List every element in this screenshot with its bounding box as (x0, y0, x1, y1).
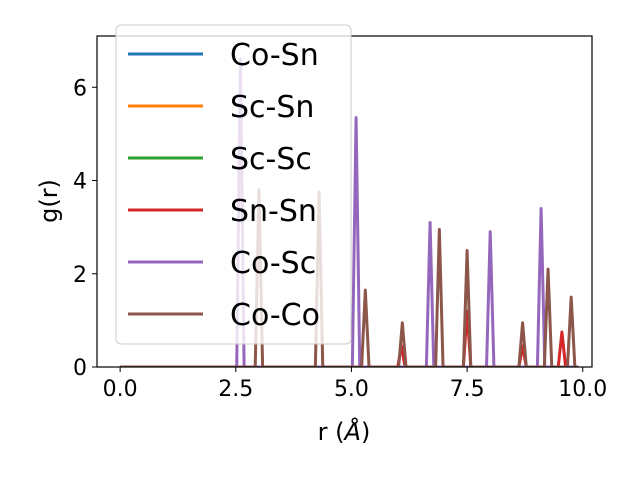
series-line-sn-sn (120, 309, 579, 367)
y-tick-label: 6 (73, 76, 87, 101)
y-tick-label: 4 (73, 170, 87, 195)
x-tick-label: 2.5 (218, 377, 253, 402)
legend: Co-Sn Sc-Sn Sc-Sc Sn-Sn Co-Sc Co-Co (115, 24, 352, 345)
legend-label-sc-sc: Sc-Sc (230, 142, 312, 177)
x-tick-label: 0.0 (103, 377, 138, 402)
legend-label-co-co: Co-Co (230, 298, 320, 333)
y-axis: 0 2 4 6 (73, 76, 97, 381)
x-tick-label: 10.0 (558, 377, 607, 402)
x-axis-label: r (Å) (318, 417, 371, 446)
legend-label-sc-sn: Sc-Sn (230, 90, 314, 125)
legend-label-co-sc: Co-Sc (230, 246, 316, 281)
y-axis-label: g(r) (35, 179, 63, 223)
x-tick-label: 7.5 (450, 377, 485, 402)
x-tick-label: 5.0 (334, 377, 369, 402)
y-tick-label: 0 (73, 356, 87, 381)
legend-label-sn-sn: Sn-Sn (230, 194, 317, 229)
legend-label-co-sn: Co-Sn (230, 38, 319, 73)
y-tick-label: 2 (73, 263, 87, 288)
x-axis: 0.0 2.5 5.0 7.5 10.0 (103, 367, 607, 402)
